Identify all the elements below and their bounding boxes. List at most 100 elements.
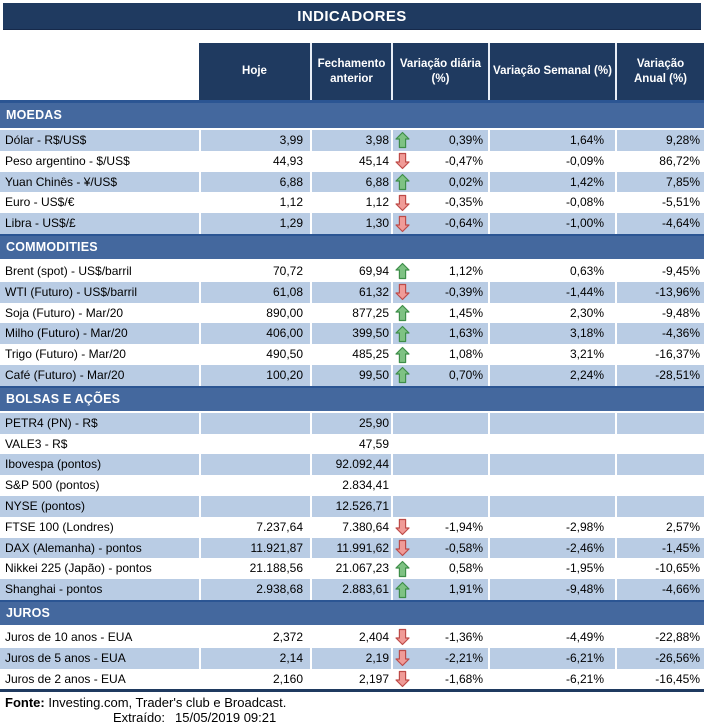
cell-variacao-diaria [391,454,488,476]
cell-variacao-diaria: -1,94% [391,516,488,538]
cell-hoje: 3,99 [199,130,310,151]
cell-variacao-semanal: 3,21% [488,344,615,365]
cell-value: 11.991,62 [336,540,390,555]
row-label: Milho (Futuro) - Mar/20 [5,326,128,341]
cell-value: -1,44% [565,284,604,299]
cell-variacao-diaria: -0,35% [391,192,488,214]
cell-fechamento-anterior: 21.067,23 [310,558,391,580]
cell-value: 2,404 [358,629,389,644]
arrow-up-icon [395,325,410,342]
cell-variacao-diaria: 1,63% [391,323,488,345]
cell-hoje: 1,12 [199,192,310,214]
table-row: Euro - US$/€ 1,12 1,12 -0,35% -0,08% -5,51% [0,192,704,214]
column-header-fechamento: Fechamento anterior [310,43,391,100]
table-row: Dólar - R$/US$ 3,99 3,98 0,39% 1,64% 9,28% [0,130,704,151]
cell-value: 2,19 [365,650,389,665]
table-row: Ibovespa (pontos) 92.092,44 [0,454,704,476]
row-label: DAX (Alemanha) - pontos [5,540,142,555]
cell-hoje: 406,00 [199,323,310,345]
cell-variacao-anual: -16,45% [615,668,704,690]
cell-variacao-anual [615,454,704,476]
cell-value: 86,72% [659,153,700,168]
cell-value: 2,160 [272,671,303,686]
cell-value: -2,98% [565,519,604,534]
arrow-up-icon [395,173,410,191]
row-label: Yuan Chinês - ¥/US$ [5,174,118,189]
cell-value: 2,372 [272,629,303,644]
cell-value: 490,50 [266,347,303,362]
cell-variacao-semanal: -6,21% [488,668,615,690]
cell-value: -1,68% [444,671,483,686]
row-label: Shanghai - pontos [5,582,103,597]
cell-variacao-diaria: 1,12% [391,260,488,282]
cell-value: 1,08% [448,347,483,362]
cell-variacao-semanal [488,454,615,476]
cell-value: -4,66% [661,582,700,597]
cell-variacao-diaria: -0,64% [391,213,488,234]
cell-variacao-diaria: -1,36% [391,626,488,648]
cell-variacao-anual: -4,64% [615,213,704,234]
cell-variacao-semanal [488,495,615,517]
cell-value: -9,48% [661,305,700,320]
cell-variacao-anual: -13,96% [615,281,704,303]
table-row: S&P 500 (pontos) 2.834,41 [0,475,704,496]
section-moedas: MOEDAS Dólar - R$/US$ 3,99 3,98 0,39% 1,64% 9,… [0,103,704,234]
cell-fechamento-anterior: 2,19 [310,647,391,669]
cell-value: 2,197 [358,671,389,686]
row-label: Nikkei 225 (Japão) - pontos [5,561,152,576]
cell-fechamento-anterior: 45,14 [310,150,391,172]
cell-variacao-anual [615,475,704,496]
cell-variacao-semanal: 3,18% [488,323,615,345]
table-row: Peso argentino - $/US$ 44,93 45,14 -0,47% -0… [0,150,704,172]
cell-value: 47,59 [358,436,389,451]
row-label: PETR4 (PN) - R$ [5,415,98,430]
table-row: Soja (Futuro) - Mar/20 890,00 877,25 1,45% 2… [0,302,704,324]
cell-value: -9,45% [661,263,700,278]
page-title: INDICADORES [3,3,701,30]
cell-variacao-anual: -9,45% [615,260,704,282]
row-label: Peso argentino - $/US$ [5,153,130,168]
cell-variacao-diaria: -2,21% [391,647,488,669]
table-body: MOEDAS Dólar - R$/US$ 3,99 3,98 0,39% 1,64% 9,… [0,103,704,690]
cell-variacao-semanal [488,412,615,434]
cell-value: -6,21% [565,650,604,665]
source-text: Investing.com, Trader's club e Broadcast… [48,695,287,711]
cell-variacao-diaria: 0,58% [391,558,488,580]
cell-value: 1,12% [448,263,483,278]
arrow-up-icon [395,367,410,384]
cell-value: 92.092,44 [335,457,389,472]
cell-value: -16,45% [655,671,700,686]
row-label: VALE3 - R$ [5,436,68,451]
cell-hoje [199,454,310,476]
row-label: Euro - US$/€ [5,195,75,210]
cell-value: 890,00 [266,305,303,320]
table-row: Juros de 2 anos - EUA 2,160 2,197 -1,68% -6,… [0,668,704,690]
cell-fechamento-anterior: 877,25 [310,302,391,324]
cell-value: 1,29 [279,216,303,231]
cell-hoje [199,412,310,434]
table-row: WTI (Futuro) - US$/barril 61,08 61,32 -0,39… [0,281,704,303]
cell-variacao-diaria [391,475,488,496]
cell-value: 2,30% [569,305,604,320]
row-label: Soja (Futuro) - Mar/20 [5,305,124,320]
cell-fechamento-anterior: 11.991,62 [310,537,391,559]
cell-value: -4,36% [661,326,700,341]
cell-variacao-semanal: -9,48% [488,579,615,600]
cell-variacao-anual: -10,65% [615,558,704,580]
table-row: Café (Futuro) - Mar/20 100,20 99,50 0,70% 2,… [0,364,704,386]
cell-value: -28,51% [655,367,700,382]
section-header-moedas: MOEDAS [0,103,704,128]
indicators-table: INDICADORES Hoje Fechamento anterior Var… [0,3,704,725]
cell-variacao-diaria: 0,02% [391,171,488,193]
cell-fechamento-anterior: 2.834,41 [310,475,391,496]
cell-value: 9,28% [665,133,700,147]
cell-value: 99,50 [358,367,389,382]
cell-fechamento-anterior: 2,404 [310,626,391,648]
cell-value: 0,02% [448,174,483,189]
cell-variacao-semanal: -1,00% [488,213,615,234]
cell-variacao-diaria: -0,39% [391,281,488,303]
cell-value: -4,64% [661,216,700,231]
footer: Fonte: Investing.com, Trader's club e Br… [0,692,704,725]
source-line: Fonte: Investing.com, Trader's club e Br… [0,695,704,710]
cell-value: -0,08% [565,195,604,210]
